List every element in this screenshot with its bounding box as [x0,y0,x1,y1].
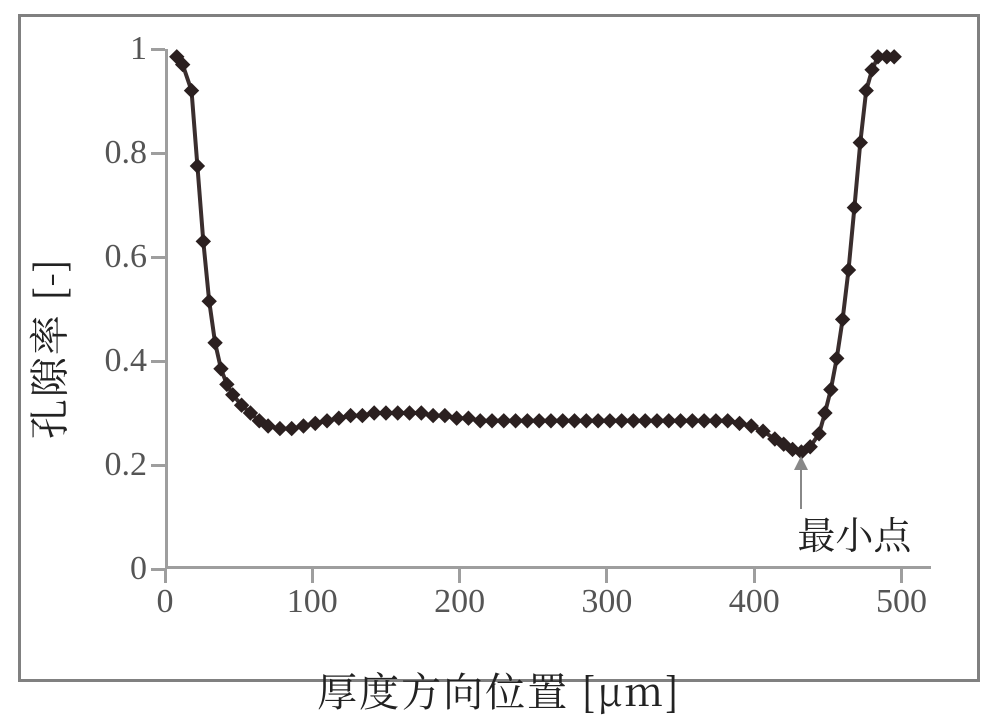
y-tick [151,464,165,467]
figure-frame: 孔隙率 [-] 010020030040050000.20.40.60.81最小… [18,14,980,682]
y-axis-title: 孔隙率 [-] [19,257,76,439]
x-tick [605,569,608,583]
y-tick [151,256,165,259]
series-marker [824,383,838,397]
annotation-arrow-stem [800,470,802,509]
x-tick [311,569,314,583]
series-marker [320,414,334,428]
x-tick [164,569,167,583]
series-marker [214,362,228,376]
y-tick [151,360,165,363]
series-marker [461,411,475,425]
y-tick-label: 0.4 [105,342,148,380]
series-marker [853,136,867,150]
series-marker [859,84,873,98]
series-marker [847,201,861,215]
series-marker [208,336,222,350]
data-series [165,49,931,569]
series-marker [296,419,310,433]
series-marker [202,294,216,308]
y-tick-label: 0.8 [105,134,148,172]
series-marker [818,406,832,420]
annotation-arrow-head-icon [794,456,808,470]
y-tick-label: 1 [130,30,147,68]
series-marker [185,84,199,98]
x-tick-label: 100 [287,583,338,621]
annotation-label: 最小点 [797,505,911,560]
x-tick [458,569,461,583]
x-tick-label: 200 [434,583,485,621]
series-marker [285,422,299,436]
x-axis-title: 厚度方向位置 [µm] [317,661,681,718]
series-marker [830,351,844,365]
x-tick-label: 0 [157,583,174,621]
plot-area: 010020030040050000.20.40.60.81最小点 [165,49,931,569]
y-tick [151,568,165,571]
series-marker [355,409,369,423]
series-marker [865,63,879,77]
x-tick [753,569,756,583]
series-marker [190,159,204,173]
series-marker [332,411,346,425]
chart-area: 孔隙率 [-] 010020030040050000.20.40.60.81最小… [55,43,943,653]
y-tick-label: 0.2 [105,446,148,484]
x-tick-label: 300 [581,583,632,621]
x-tick-label: 500 [876,583,927,621]
x-tick-label: 400 [729,583,780,621]
y-tick-label: 0.6 [105,238,148,276]
series-marker [842,263,856,277]
series-marker [414,406,428,420]
x-tick [900,569,903,583]
series-marker [733,416,747,430]
y-tick [151,48,165,51]
series-marker [308,416,322,430]
series-line [177,57,894,452]
y-tick-label: 0 [130,550,147,588]
series-marker [721,414,735,428]
series-marker [836,312,850,326]
series-marker [196,234,210,248]
y-tick [151,152,165,155]
series-marker [438,409,452,423]
